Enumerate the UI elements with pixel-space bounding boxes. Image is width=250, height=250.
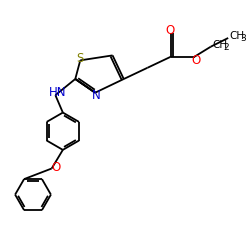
- Text: N: N: [92, 89, 101, 102]
- Text: 3: 3: [240, 34, 246, 43]
- Text: O: O: [166, 24, 175, 36]
- Text: O: O: [52, 161, 61, 174]
- Text: O: O: [191, 54, 200, 67]
- Text: 2: 2: [224, 43, 229, 52]
- Text: HN: HN: [49, 86, 66, 99]
- Text: CH: CH: [213, 40, 228, 50]
- Text: CH: CH: [230, 32, 244, 42]
- Text: S: S: [76, 52, 84, 65]
